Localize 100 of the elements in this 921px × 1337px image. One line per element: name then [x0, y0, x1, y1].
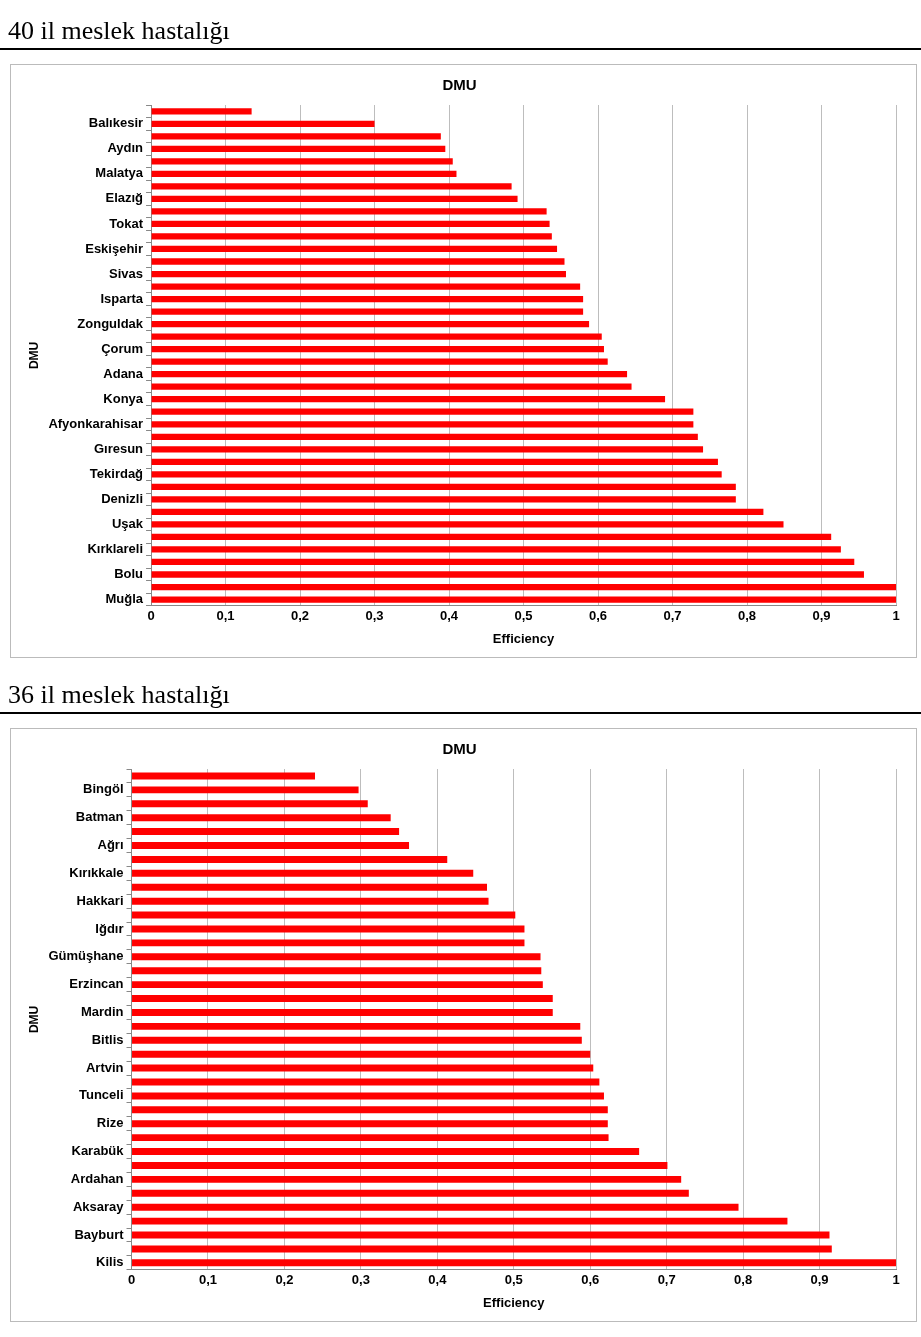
bar: [132, 883, 488, 891]
bar: [132, 1189, 689, 1197]
bar: [132, 1217, 788, 1225]
bar: [132, 1092, 604, 1100]
bar: [132, 911, 516, 919]
bar: [151, 471, 722, 478]
y-tick-label: Tunceli: [78, 1087, 124, 1103]
bar: [132, 897, 489, 905]
bar: [151, 133, 441, 140]
bar: [132, 1064, 594, 1072]
y-tick-label: Eskişehir: [85, 240, 144, 256]
bar: [151, 458, 718, 465]
y-tick-label: Artvin: [85, 1059, 124, 1075]
bar: [151, 333, 602, 340]
y-tick-label: Bolu: [114, 566, 144, 582]
y-tick-label: Tekirdağ: [89, 465, 144, 481]
bar: [132, 995, 553, 1003]
bar: [151, 521, 784, 528]
bar: [151, 483, 736, 490]
chart-subtitle: 36 il meslek hastalığı: [0, 664, 921, 714]
y-tick-label: Rize: [96, 1115, 124, 1131]
x-tick-label: 0,1: [216, 608, 235, 624]
x-axis-title: Efficiency: [483, 1294, 546, 1310]
x-tick-label: 0,4: [439, 608, 459, 624]
bar: [151, 195, 518, 203]
bar: [151, 383, 632, 390]
bar: [132, 1050, 591, 1058]
y-tick-label: Karabük: [71, 1143, 125, 1159]
bar: [151, 496, 736, 503]
bar: [151, 546, 841, 553]
x-tick-label: 0,4: [428, 1272, 448, 1288]
chart-title: DMU: [442, 740, 477, 758]
y-tick-label: Hakkari: [76, 892, 124, 908]
y-axis-title: DMU: [26, 341, 41, 370]
x-tick-label: 0,3: [365, 608, 384, 624]
x-tick-label: 0,8: [734, 1272, 753, 1288]
y-tick-label: Sivas: [109, 265, 144, 281]
y-tick-label: Gıresun: [93, 440, 144, 456]
bar: [151, 295, 584, 303]
chart-title: DMU: [442, 76, 477, 94]
y-tick-label: Afyonkarahisar: [48, 415, 144, 431]
bar: [151, 320, 590, 328]
y-tick-label: Malatya: [95, 165, 144, 181]
y-tick-label: Ardahan: [70, 1170, 124, 1186]
x-tick-label: 0,1: [198, 1272, 218, 1288]
bar: [151, 571, 864, 578]
y-tick-label: Isparta: [100, 290, 144, 306]
x-tick-label: 0,5: [514, 608, 533, 624]
bar: [151, 270, 566, 278]
bar: [132, 1022, 581, 1030]
chart-subtitle: 40 il meslek hastalığı: [0, 0, 921, 50]
bar: [151, 433, 698, 440]
bar: [132, 786, 359, 794]
bar: [151, 220, 550, 228]
bar: [132, 855, 448, 863]
x-tick-label: 0,2: [291, 608, 310, 624]
x-tick-label: 0,6: [581, 1272, 600, 1288]
bar: [151, 108, 252, 115]
bar: [132, 1245, 832, 1253]
x-tick-label: 0,5: [504, 1272, 523, 1288]
y-tick-label: Balıkesir: [88, 115, 144, 131]
bar: [132, 800, 368, 808]
bar: [132, 1161, 668, 1169]
bar: [132, 939, 525, 947]
bar: [132, 1148, 640, 1156]
bar: [151, 396, 666, 403]
bar: [151, 533, 832, 541]
y-tick-label: Uşak: [111, 516, 144, 531]
bar: [132, 1036, 582, 1044]
x-tick-label: 0,9: [812, 608, 831, 624]
x-tick-label: 0: [147, 608, 155, 624]
y-tick-label: Kırıkkale: [69, 864, 124, 880]
bar: [151, 170, 457, 177]
y-tick-label: Aksaray: [72, 1198, 125, 1214]
y-tick-label: Denizli: [101, 490, 144, 506]
y-tick-label: Erzincan: [69, 976, 124, 992]
bar: [132, 1134, 609, 1142]
bar: [151, 258, 565, 265]
y-tick-label: Kilis: [96, 1254, 124, 1270]
bar: [132, 772, 315, 780]
bar: [132, 828, 400, 836]
y-tick-label: Iğdır: [95, 920, 124, 936]
y-tick-label: Zonguldak: [77, 315, 144, 331]
bar: [151, 183, 512, 190]
bar: [132, 1203, 739, 1211]
bar: [132, 953, 541, 961]
bar: [151, 558, 855, 566]
bar: [132, 1231, 830, 1239]
x-tick-label: 0,9: [810, 1272, 829, 1288]
bar: [151, 508, 764, 516]
bar: [132, 814, 391, 822]
bar: [132, 1175, 682, 1183]
bar: [151, 583, 896, 591]
y-axis-title: DMU: [26, 1005, 41, 1034]
y-tick-label: Elazığ: [105, 190, 144, 206]
x-tick-label: 0,7: [663, 608, 682, 624]
y-tick-label: Bitlis: [91, 1031, 124, 1047]
bar: [132, 967, 542, 975]
y-tick-label: Gümüşhane: [48, 948, 124, 964]
x-tick-label: 0,2: [275, 1272, 294, 1288]
